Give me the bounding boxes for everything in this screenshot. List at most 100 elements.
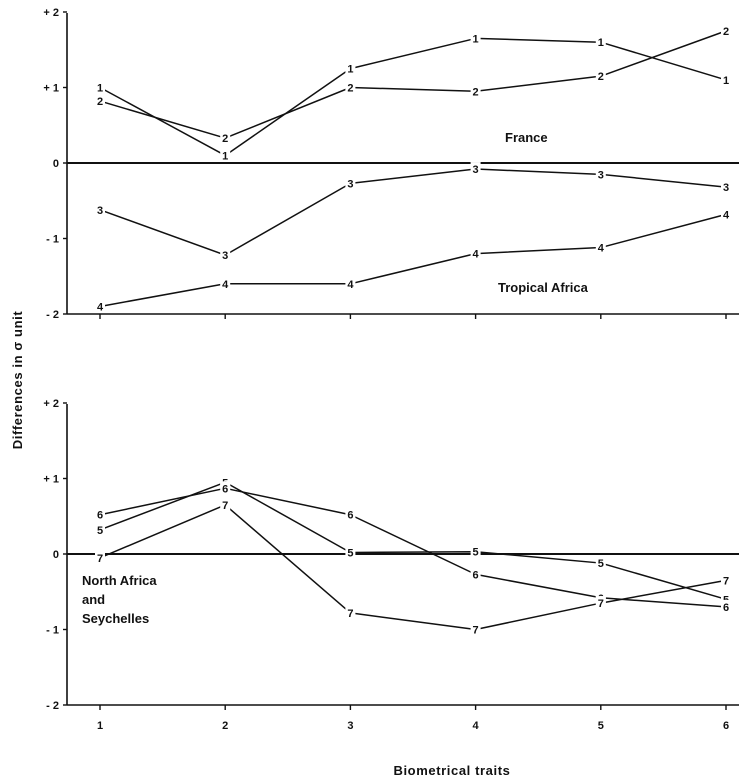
top-series-4-line [99, 213, 727, 308]
bottom-series-7-point: 7 [473, 625, 479, 637]
bottom-y-tick-label: - 1 [46, 625, 59, 637]
bottom-x-tick-label: 5 [598, 720, 604, 732]
top-series-2-point: 2 [347, 83, 353, 95]
top-series-4-marker-bg [345, 276, 356, 290]
annotation-north-africa: North Africa [82, 573, 157, 588]
top-series-1-marker-bg [95, 80, 105, 94]
top-series-1-marker-bg [345, 61, 356, 75]
bottom-series-7-marker-bg [95, 550, 105, 564]
bottom-series-5-point: 5 [598, 558, 604, 570]
top-series-4-point: 4 [473, 249, 480, 261]
bottom-x-tick-label: 4 [473, 720, 480, 732]
top-series-2-marker-bg [470, 84, 481, 98]
bottom-series-7-marker-bg [470, 622, 481, 636]
bottom-series-7-marker-bg [220, 497, 231, 511]
top-series-3-point: 3 [473, 164, 479, 176]
top-series-4-marker-bg [595, 240, 606, 254]
bottom-series-7-marker-bg [345, 605, 356, 619]
top-series-1-point: 1 [473, 33, 479, 45]
top-series-4-point: 4 [222, 279, 229, 291]
top-series-3-point: 3 [723, 182, 729, 194]
top-y-tick-label: + 2 [43, 7, 59, 19]
bottom-series-6-point: 6 [473, 569, 479, 581]
top-series-3-marker-bg [721, 180, 731, 194]
top-series-2-marker-bg [95, 94, 105, 108]
bottom-series-5-line [99, 481, 727, 601]
bottom-series-5-point: 5 [473, 547, 479, 559]
bottom-series-6-point: 6 [222, 483, 228, 495]
top-series-3-line [99, 168, 727, 256]
bottom-series-7-marker-bg [595, 596, 606, 610]
bottom-series-7-point: 7 [97, 553, 103, 565]
top-series-4-marker-bg [470, 246, 481, 260]
top-series-1-line [99, 37, 727, 157]
top-series-1-marker-bg [220, 148, 231, 162]
top-series-3-marker-bg [595, 167, 606, 181]
bottom-y-tick-label: 0 [53, 549, 59, 561]
top-series-3-marker-bg [220, 248, 231, 262]
top-series-4-point: 4 [97, 301, 104, 313]
bottom-series-5-marker-bg [721, 592, 731, 606]
top-series-1-point: 1 [97, 83, 103, 95]
bottom-series-6-point: 6 [723, 602, 729, 614]
y-axis-title: Differences in σ unit [10, 311, 25, 450]
bottom-series-7-marker-bg [721, 573, 731, 587]
bottom-series-7-point: 7 [598, 598, 604, 610]
bottom-series-5-point: 5 [347, 547, 353, 559]
bottom-y-tick-label: - 2 [46, 700, 59, 712]
top-series-3-marker-bg [470, 162, 481, 176]
bottom-series-5-marker-bg [595, 556, 606, 570]
top-series-4-point: 4 [598, 243, 605, 255]
top-series-2-point: 2 [97, 96, 103, 108]
top-series-4-point: 4 [723, 209, 730, 221]
top-series-1-marker-bg [721, 72, 731, 86]
top-series-2-marker-bg [220, 131, 231, 145]
bottom-series-6-marker-bg [721, 599, 731, 613]
bottom-series-6-marker-bg [345, 507, 356, 521]
bottom-series-6-line [99, 487, 727, 608]
bottom-y-tick-label: + 1 [43, 474, 59, 486]
bottom-x-tick-label: 3 [347, 720, 353, 732]
bottom-series-6-point: 6 [97, 510, 103, 522]
top-series-4-marker-bg [95, 299, 105, 313]
top-series-4-marker-bg [220, 276, 231, 290]
bottom-series-7-point: 7 [723, 575, 729, 587]
top-series-2-point: 2 [598, 71, 604, 83]
top-series-2-point: 2 [723, 26, 729, 38]
top-series-1-marker-bg [470, 31, 481, 45]
bottom-x-tick-label: 1 [97, 720, 103, 732]
bottom-x-tick-label: 6 [723, 720, 729, 732]
top-series-4-point: 4 [347, 279, 354, 291]
top-y-tick-label: - 1 [46, 234, 59, 246]
top-series-3-point: 3 [97, 205, 103, 217]
top-series-2-marker-bg [721, 23, 731, 37]
top-series-3-marker-bg [345, 176, 356, 190]
bottom-x-tick-label: 2 [222, 720, 228, 732]
top-series-1-marker-bg [595, 35, 606, 49]
top-series-3-marker-bg [95, 202, 105, 216]
bottom-series-5-marker-bg [95, 522, 105, 536]
top-series-4-marker-bg [721, 207, 731, 221]
top-series-1-point: 1 [723, 75, 729, 87]
top-series-1-point: 1 [222, 150, 228, 162]
top-series-3-point: 3 [222, 250, 228, 262]
bottom-series-5-marker-bg [345, 545, 356, 559]
bottom-series-6-marker-bg [220, 481, 231, 495]
annotation-tropical-africa: Tropical Africa [498, 280, 589, 295]
bottom-series-5-point: 5 [97, 525, 103, 537]
bottom-series-6-marker-bg [470, 567, 481, 581]
top-series-2-point: 2 [222, 133, 228, 145]
bottom-series-7-point: 7 [222, 500, 228, 512]
top-series-2-line [99, 30, 727, 139]
bottom-series-5-marker-bg [470, 544, 481, 558]
bottom-y-tick-label: + 2 [43, 398, 59, 410]
top-y-tick-label: + 1 [43, 83, 59, 95]
annotation-france: France [505, 130, 548, 145]
bottom-series-7-line [99, 504, 727, 631]
bottom-series-6-point: 6 [347, 510, 353, 522]
top-series-3-point: 3 [598, 169, 604, 181]
top-series-2-point: 2 [473, 86, 479, 98]
